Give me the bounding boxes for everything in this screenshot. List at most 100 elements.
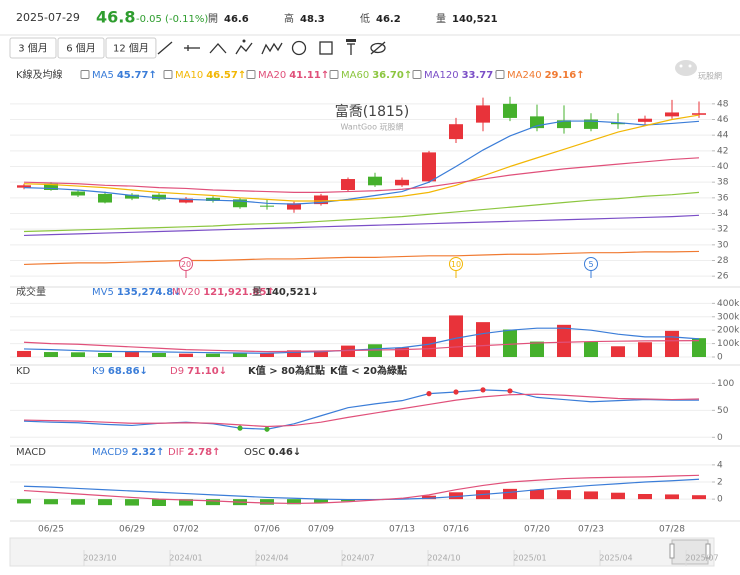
y-tick-label: 44 xyxy=(717,131,729,141)
legend-name[interactable]: OSC xyxy=(244,447,265,458)
legend-name[interactable]: DIF xyxy=(168,447,185,458)
series-line xyxy=(23,120,700,205)
legend-checkbox[interactable] xyxy=(495,70,505,79)
legend-name[interactable]: MA10 xyxy=(175,70,203,81)
legend-name[interactable]: MA60 xyxy=(341,70,369,81)
legend-value[interactable]: 41.11↑ xyxy=(289,70,329,81)
candle-body xyxy=(449,124,463,140)
legend-checkbox[interactable] xyxy=(412,70,422,79)
tool-text[interactable] xyxy=(346,39,356,55)
legend-checkbox[interactable] xyxy=(80,70,90,79)
bar xyxy=(260,353,274,357)
y-tick-label: 200k xyxy=(717,326,740,336)
legend-name[interactable]: MV5 xyxy=(92,287,114,298)
legend-name[interactable]: K9 xyxy=(92,366,105,377)
bar xyxy=(71,499,85,505)
navigator[interactable] xyxy=(9,537,715,567)
stat-value: 48.3 xyxy=(300,14,325,25)
legend-value[interactable]: 135,274.8↓ xyxy=(117,287,182,298)
candle-body xyxy=(206,197,220,201)
panel-title: KD xyxy=(16,366,31,377)
legend-value[interactable]: 45.77↑ xyxy=(117,70,157,81)
legend-value[interactable]: 140,521↓ xyxy=(265,287,319,298)
tool-zigzag[interactable] xyxy=(261,42,283,55)
y-tick-label: 46 xyxy=(717,115,729,125)
stat-value: 46.6 xyxy=(224,14,249,25)
range-button[interactable] xyxy=(57,37,105,59)
bar xyxy=(476,322,490,357)
candle-body xyxy=(395,179,409,186)
bar xyxy=(233,352,247,357)
y-tick-label: 48 xyxy=(717,99,729,109)
tool-hline[interactable] xyxy=(184,45,200,51)
legend-name[interactable]: MA240 xyxy=(507,70,542,81)
tool-line[interactable] xyxy=(157,41,173,55)
stat-label: 量 xyxy=(436,13,446,25)
legend-name[interactable]: MA20 xyxy=(258,70,286,81)
range-button-label[interactable]: 6 個月 xyxy=(66,42,96,55)
legend-value[interactable]: 2.32↑ xyxy=(131,447,164,458)
legend-name[interactable]: D9 xyxy=(170,366,184,377)
series-line xyxy=(23,250,700,266)
y-tick-label: 26 xyxy=(717,272,729,282)
range-button-label[interactable]: 12 個月 xyxy=(113,42,149,55)
bar xyxy=(692,495,706,500)
legend-name[interactable]: MA120 xyxy=(424,70,459,81)
candle-body xyxy=(233,199,247,208)
candle-body xyxy=(611,122,625,125)
bar xyxy=(611,492,625,500)
legend-checkbox[interactable] xyxy=(163,70,173,79)
bar xyxy=(17,350,31,357)
bar xyxy=(341,499,355,502)
panel-note: K值 > 80為紅點 xyxy=(248,364,325,377)
candle-body xyxy=(260,205,274,207)
tool-wave[interactable] xyxy=(235,39,253,55)
series-line xyxy=(23,474,700,505)
bar xyxy=(584,491,598,500)
logo-text: 玩股網 xyxy=(698,71,722,81)
stat-label: 高 xyxy=(284,12,294,25)
bar xyxy=(530,341,544,357)
bar xyxy=(422,336,436,357)
y-tick-label: 30 xyxy=(717,240,729,250)
tool-circle[interactable] xyxy=(291,40,307,56)
bar xyxy=(179,499,193,506)
tool-rect[interactable] xyxy=(319,41,333,55)
candle-body xyxy=(152,194,166,200)
legend-value[interactable]: 36.70↑ xyxy=(372,70,412,81)
legend-name[interactable]: 量 xyxy=(252,286,262,298)
legend-value[interactable]: 71.10↓ xyxy=(187,366,227,377)
legend-checkbox[interactable] xyxy=(246,70,256,79)
toolbar[interactable] xyxy=(157,39,386,56)
bar xyxy=(152,352,166,357)
legend-checkbox[interactable] xyxy=(329,70,339,79)
threshold-dot xyxy=(264,426,270,432)
range-button-label[interactable]: 3 個月 xyxy=(18,42,48,55)
legend-value[interactable]: 0.46↓ xyxy=(268,447,301,458)
tool-angle[interactable] xyxy=(209,43,227,54)
bar xyxy=(17,499,31,504)
legend-value[interactable]: 121,921.85↑ xyxy=(203,287,275,298)
quote-price: 46.8 xyxy=(96,8,135,27)
x-tick-label: 07/06 xyxy=(254,525,280,535)
range-button[interactable] xyxy=(9,37,57,59)
range-button[interactable] xyxy=(105,37,157,59)
y-tick-label: 36 xyxy=(717,193,729,203)
legend-value[interactable]: 33.77↑ xyxy=(462,70,502,81)
legend-value[interactable]: 2.78↑ xyxy=(187,447,220,458)
legend-value[interactable]: 68.86↓ xyxy=(108,366,148,377)
x-tick-label: 06/25 xyxy=(38,525,64,535)
legend-value[interactable]: 46.57↑ xyxy=(206,70,246,81)
legend-name[interactable]: MACD9 xyxy=(92,447,128,458)
panel-title: 成交量 xyxy=(16,285,46,298)
y-tick-label: 0 xyxy=(717,353,723,363)
bar xyxy=(260,499,274,505)
panel-title: K線及均線 xyxy=(16,68,63,81)
tool-hide[interactable] xyxy=(370,41,386,55)
threshold-dot xyxy=(507,388,513,394)
y-tick-label: 28 xyxy=(717,256,729,266)
legend-value[interactable]: 29.16↑ xyxy=(545,70,585,81)
legend-name[interactable]: MA5 xyxy=(92,70,114,81)
legend-name[interactable]: MV20 xyxy=(172,287,200,298)
